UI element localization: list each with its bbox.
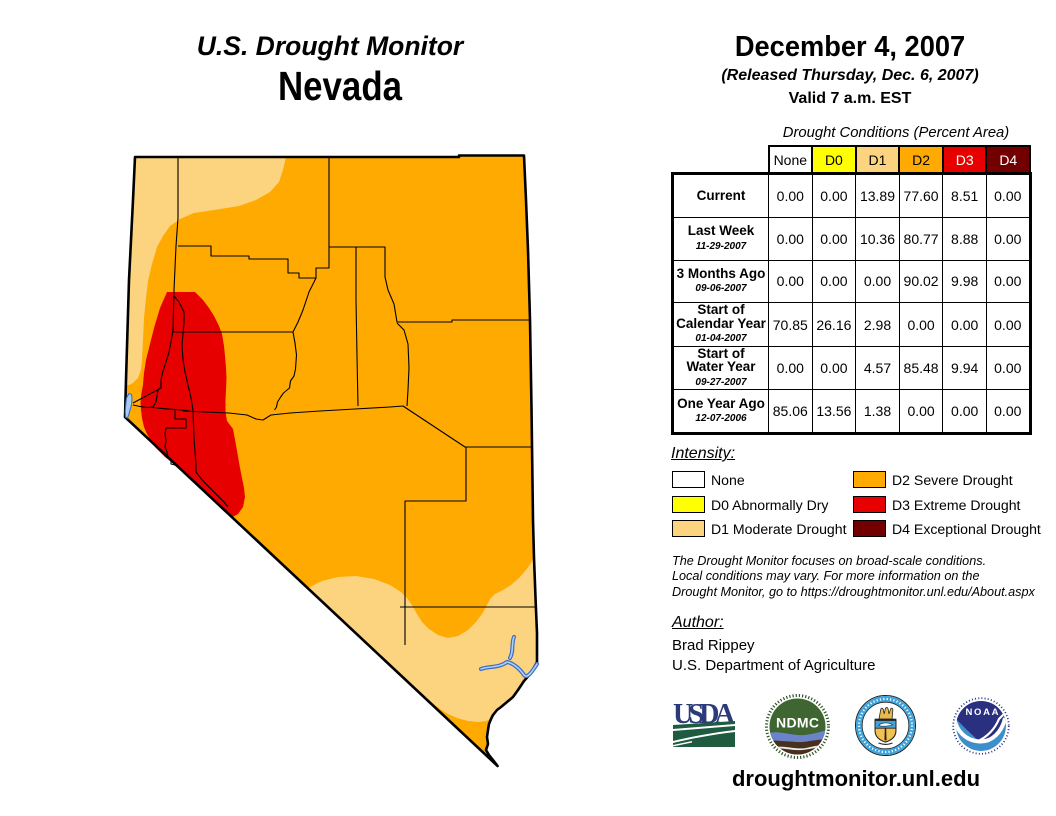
svg-text:NDMC: NDMC — [776, 715, 819, 731]
